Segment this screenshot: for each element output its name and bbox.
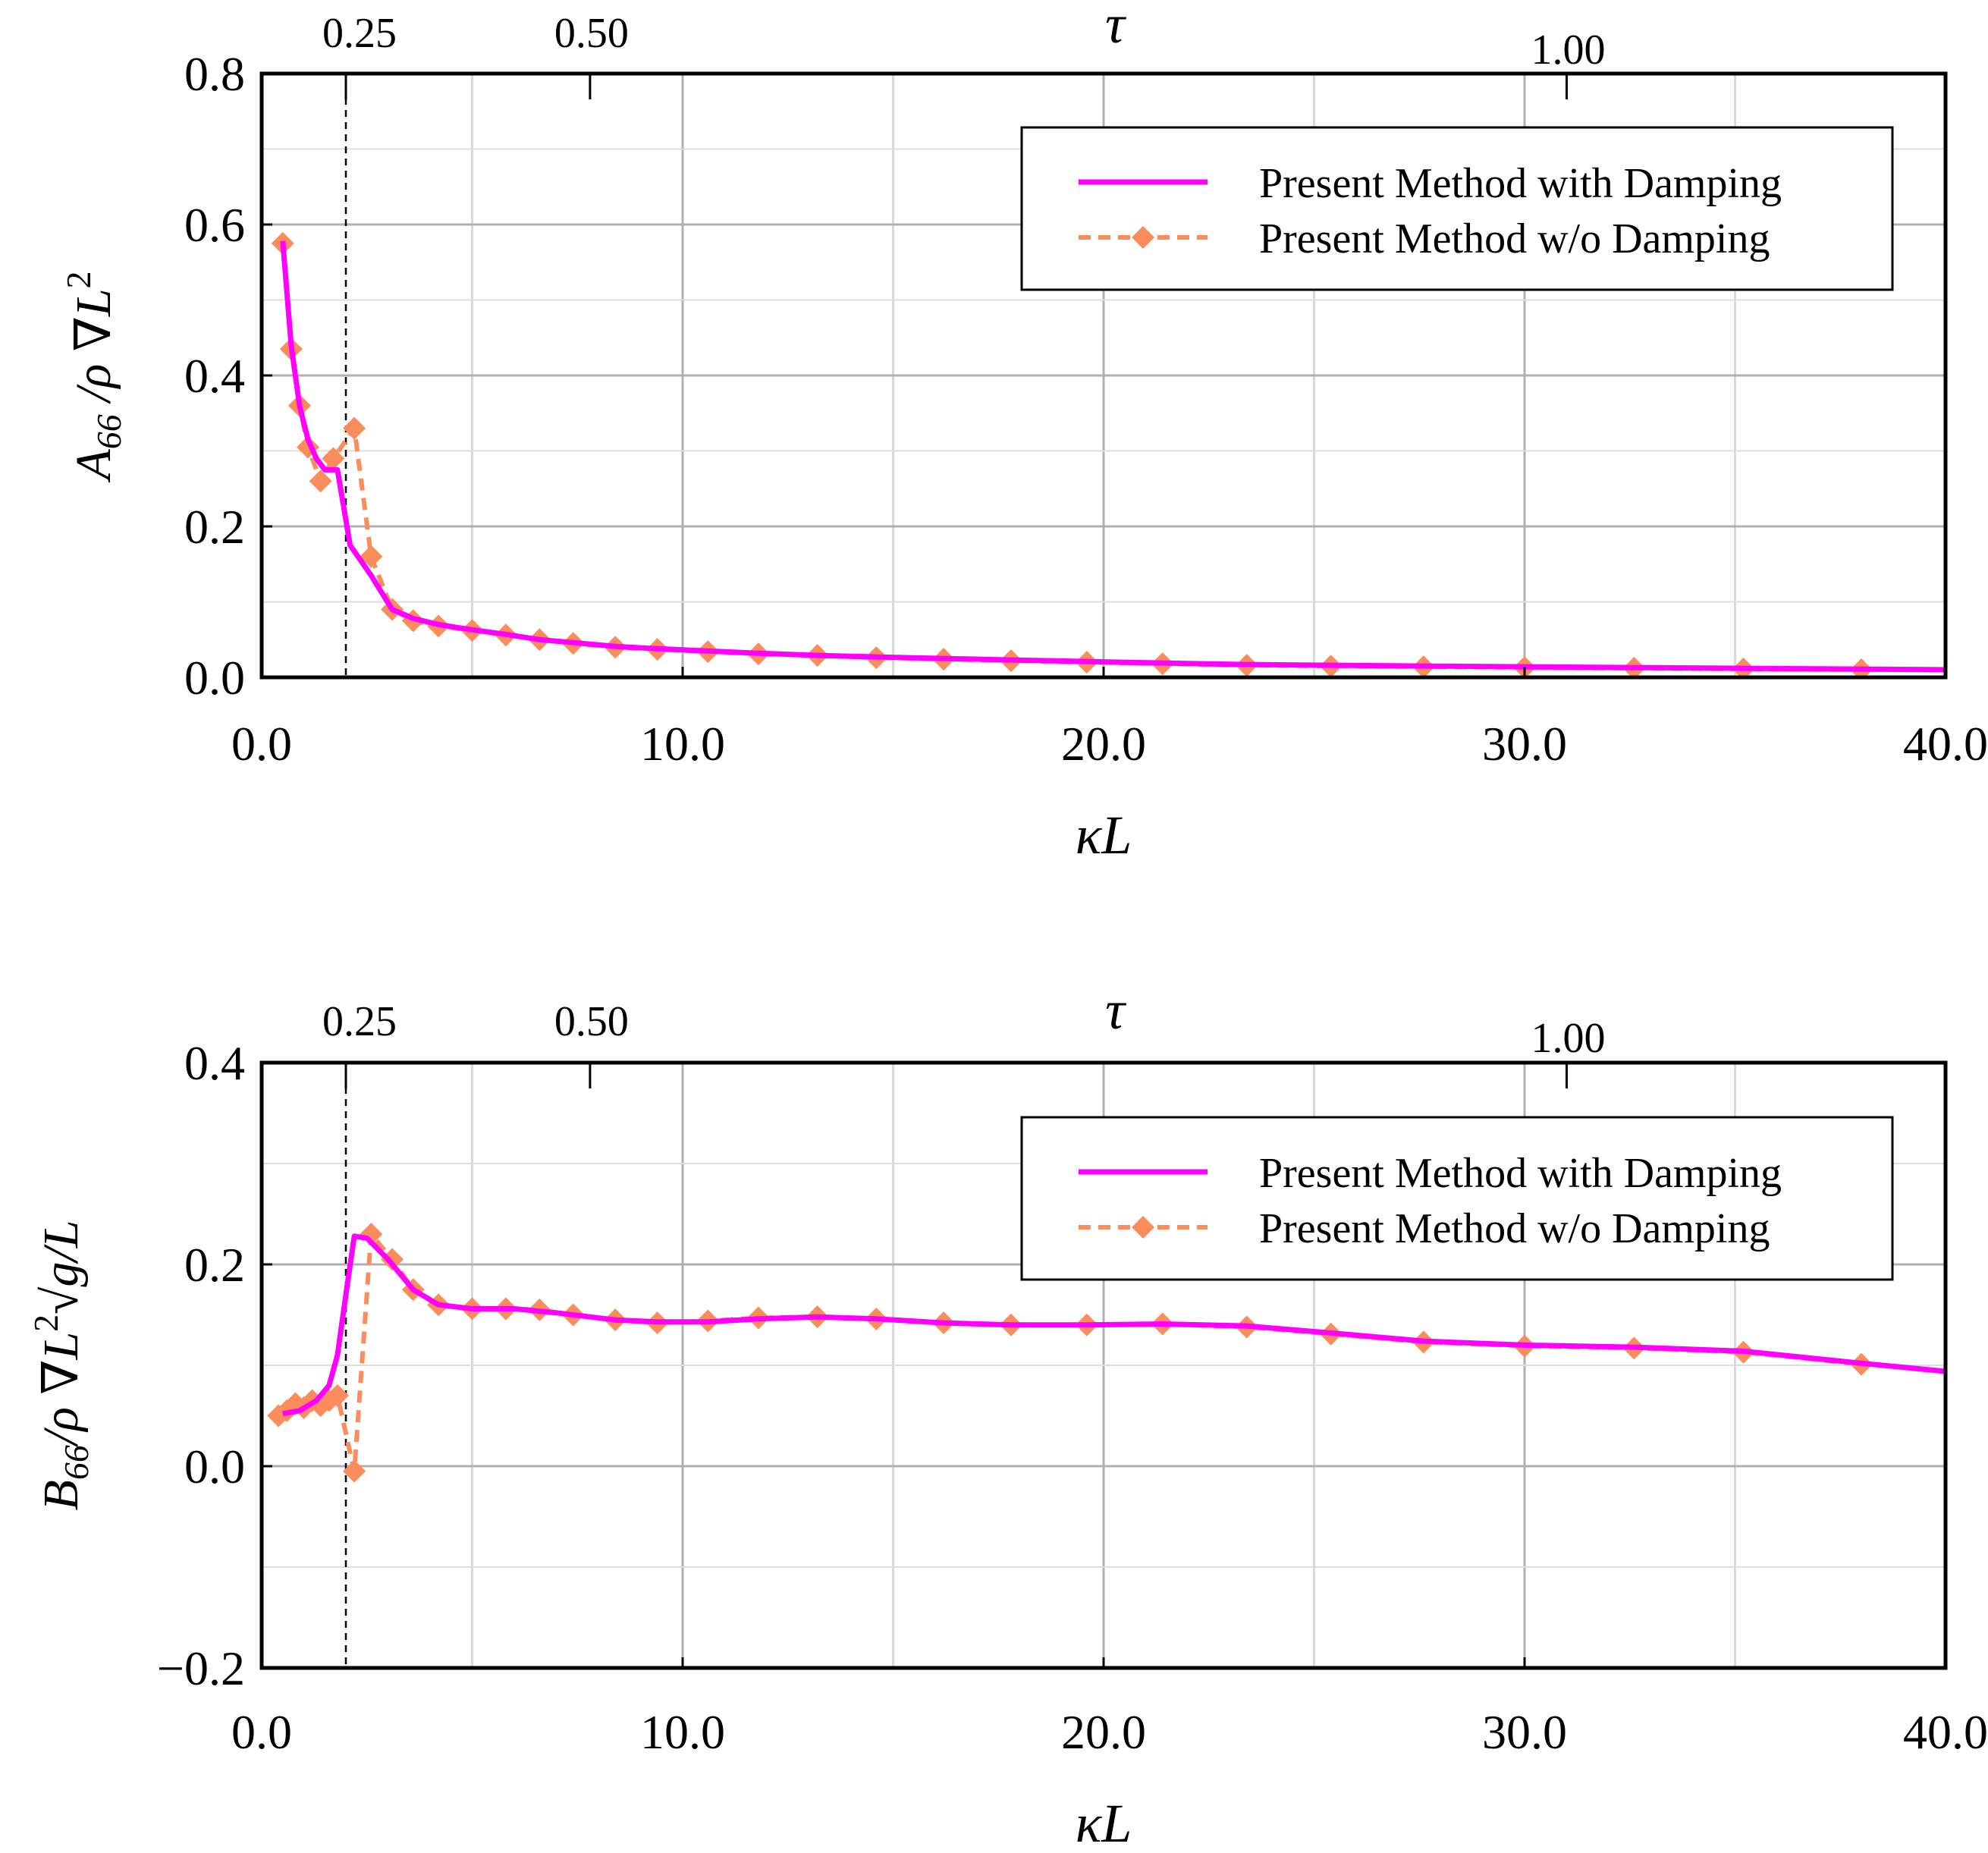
tau-tick-label: 0.25 (322, 10, 397, 57)
x-axis-label: κL (1076, 1793, 1132, 1853)
panel-b66: 0.0 10.0 20.0 30.0 40.0 −0.2 0.0 0.2 0.4 0.25 0.50… (27, 980, 1988, 1853)
x-tick-label: 0.0 (231, 717, 292, 771)
legend-label-with-damping: Present Method with Damping (1259, 160, 1782, 207)
y-tick-label: 0.2 (184, 1238, 245, 1292)
panel-a66: 0.0 10.0 20.0 30.0 40.0 0.0 0.2 0.4 0.6 0.8 0.25 0.… (59, 0, 1988, 865)
legend: Present Method with Damping Present Metho… (1020, 1116, 1894, 1281)
y-tick-label: 0.4 (184, 349, 245, 403)
x-tick-label: 20.0 (1061, 1705, 1146, 1759)
legend-box (1020, 1116, 1894, 1281)
y-axis-label-sup: 2 (27, 1314, 65, 1332)
y-tick-label: 0.2 (184, 500, 245, 554)
y-tick-label: 0.8 (184, 47, 245, 101)
data-point-without-damping (309, 470, 332, 493)
x-tick-label: 10.0 (640, 717, 725, 771)
data-point-without-damping (325, 1383, 349, 1407)
legend-marker-without-damping (1132, 1216, 1154, 1239)
legend-box (1020, 126, 1894, 291)
data-point-without-damping (381, 1248, 404, 1271)
y-axis-label-prefix: B (33, 1480, 89, 1510)
y-tick-label: −0.2 (157, 1641, 245, 1695)
series-with-damping (282, 1233, 1946, 1417)
y-axis-label: A66 /ρ ∇L2 (59, 271, 128, 482)
y-axis-label-sub: 66 (90, 414, 128, 449)
x-tick-label: 40.0 (1903, 717, 1988, 771)
y-tick-label: 0.0 (184, 1440, 245, 1493)
x-tick-label: 40.0 (1903, 1705, 1988, 1759)
data-point-without-damping (343, 416, 366, 440)
data-point-without-damping (322, 447, 345, 470)
y-tick-label: 0.4 (184, 1036, 245, 1090)
data-point-without-damping (343, 1459, 366, 1483)
y-axis-label-mid: /ρ ∇L (66, 288, 121, 414)
legend: Present Method with Damping Present Metho… (1020, 126, 1894, 291)
y-axis-label-tail: √g/L (33, 1220, 89, 1314)
legend-marker-without-damping (1132, 226, 1154, 249)
data-point-without-damping (360, 545, 383, 568)
tau-tick-label: 1.00 (1531, 1015, 1606, 1062)
y-axis-label-sub: 66 (57, 1445, 96, 1480)
y-axis-label: B66/ρ ∇L2√g/L (27, 1220, 96, 1511)
x-tick-label: 30.0 (1482, 717, 1567, 771)
x-tick-label: 20.0 (1061, 717, 1146, 771)
tau-axis-label: τ (1105, 0, 1126, 55)
series-line-with-damping (282, 1233, 1946, 1417)
series-line-with-damping (280, 240, 1946, 673)
x-axis-label: κL (1076, 805, 1132, 865)
series-with-damping (280, 240, 1946, 673)
x-tick-label: 30.0 (1482, 1705, 1567, 1759)
tau-tick-label: 1.00 (1531, 27, 1606, 74)
legend-label-without-damping: Present Method w/o Damping (1259, 215, 1770, 262)
tau-tick-label: 0.25 (322, 998, 397, 1045)
x-tick-label: 0.0 (231, 1705, 292, 1759)
y-axis-label-mid: /ρ ∇L (33, 1332, 89, 1448)
x-tick-label: 10.0 (640, 1705, 725, 1759)
legend-label-without-damping: Present Method w/o Damping (1259, 1205, 1770, 1252)
tau-axis-label: τ (1105, 980, 1126, 1041)
tau-tick-label: 0.50 (554, 998, 629, 1045)
y-axis-label-prefix: A (66, 449, 121, 483)
tau-tick-label: 0.50 (554, 10, 629, 57)
y-tick-label: 0.0 (184, 651, 245, 705)
y-tick-label: 0.6 (184, 198, 245, 252)
y-axis-label-sup: 2 (59, 271, 98, 288)
legend-label-with-damping: Present Method with Damping (1259, 1150, 1782, 1197)
